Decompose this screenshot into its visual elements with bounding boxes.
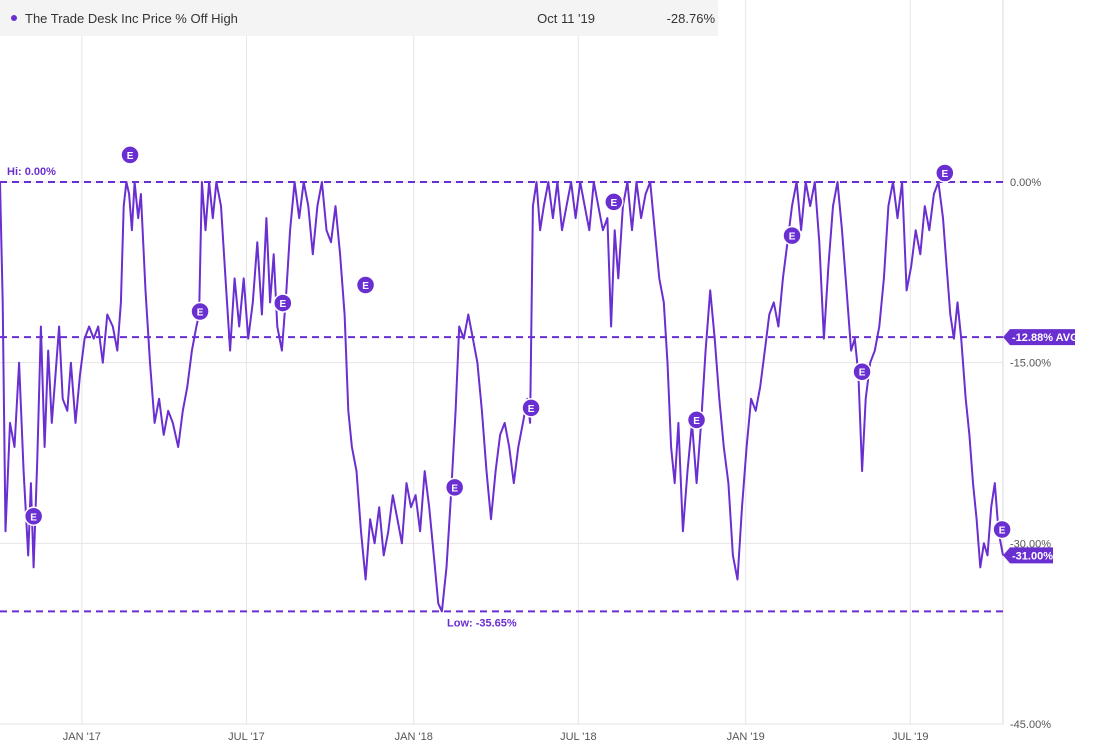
- x-tick-label: JUL '17: [228, 731, 265, 743]
- earnings-marker-circle[interactable]: [782, 225, 802, 246]
- y-tick-label: -45.00%: [1010, 719, 1051, 731]
- earnings-marker-label: E: [693, 416, 700, 427]
- high-reference-label: Hi: 0.00%: [7, 166, 56, 178]
- earnings-marker-circle[interactable]: [190, 301, 210, 322]
- earnings-marker-circle[interactable]: [355, 275, 376, 295]
- earnings-marker[interactable]: E: [604, 192, 624, 212]
- y-tick-label: 0.00%: [1010, 177, 1041, 189]
- earnings-marker[interactable]: E: [273, 293, 293, 313]
- reference-lines: [0, 181, 1003, 613]
- earnings-marker-circle[interactable]: [273, 293, 293, 313]
- earnings-marker-circle[interactable]: [604, 192, 624, 212]
- grid-lines: [0, 0, 1004, 725]
- x-tick-label: JAN '18: [395, 731, 433, 743]
- last-value-pill: [1003, 547, 1053, 564]
- earnings-marker-circle[interactable]: [852, 361, 872, 382]
- low-reference-label: Low: -35.65%: [447, 617, 517, 629]
- series-line-group: [0, 181, 1004, 613]
- x-tick-label: JAN '17: [63, 731, 101, 743]
- earnings-marker[interactable]: E: [23, 506, 44, 527]
- legend-value: -28.76%: [666, 10, 715, 26]
- earnings-marker-label: E: [362, 281, 369, 292]
- earnings-marker[interactable]: E: [782, 225, 802, 246]
- earnings-marker[interactable]: E: [521, 398, 541, 418]
- earnings-marker-label: E: [197, 308, 204, 319]
- earnings-marker-label: E: [127, 151, 134, 162]
- earnings-marker[interactable]: E: [935, 163, 955, 183]
- legend-series-name: The Trade Desk Inc Price % Off High: [25, 10, 238, 26]
- earnings-marker-circle[interactable]: [120, 145, 140, 165]
- legend-bar: The Trade Desk Inc Price % Off High Oct …: [0, 0, 718, 36]
- y-tick-label: -15.00%: [1010, 358, 1051, 370]
- earnings-marker[interactable]: E: [444, 477, 465, 498]
- earnings-marker[interactable]: E: [852, 361, 872, 382]
- earnings-marker-label: E: [941, 169, 948, 180]
- earnings-marker[interactable]: E: [190, 301, 210, 322]
- earnings-marker-label: E: [30, 512, 37, 523]
- earnings-marker-circle[interactable]: [521, 398, 541, 418]
- x-tick-label: JAN '19: [727, 731, 765, 743]
- x-tick-label: JUL '18: [560, 731, 597, 743]
- earnings-marker[interactable]: E: [992, 519, 1012, 540]
- earnings-marker-circle[interactable]: [992, 519, 1012, 540]
- avg-reference-label: -12.88% AVG: [1012, 332, 1079, 344]
- y-tick-label: -30.00%: [1010, 538, 1051, 550]
- last-value-label: -31.00%: [1012, 550, 1053, 562]
- series-dot-icon: [11, 15, 17, 21]
- earnings-marker-label: E: [999, 526, 1006, 537]
- earnings-marker[interactable]: E: [355, 275, 376, 295]
- earnings-marker-label: E: [610, 198, 617, 209]
- earnings-marker[interactable]: E: [686, 410, 707, 430]
- earnings-marker-circle[interactable]: [444, 477, 465, 498]
- series-line: [0, 181, 1004, 613]
- earnings-marker-label: E: [789, 232, 796, 243]
- legend-date: Oct 11 '19: [537, 10, 595, 26]
- earnings-marker[interactable]: E: [120, 145, 140, 165]
- earnings-marker-label: E: [859, 368, 866, 379]
- earnings-marker-label: E: [528, 404, 535, 415]
- earnings-marker-label: E: [451, 483, 458, 494]
- earnings-marker-label: E: [279, 299, 286, 310]
- earnings-marker-circle[interactable]: [935, 163, 955, 183]
- axis-labels: JAN '17 JUL '17 JAN '18 JUL '18 JAN '19 JUL '…: [7, 166, 1079, 743]
- earnings-marker-circle[interactable]: [23, 506, 44, 527]
- earnings-marker-circle[interactable]: [686, 410, 707, 430]
- x-tick-label: JUL '19: [892, 731, 929, 743]
- earnings-markers: E E E E E E E E E E E E E: [23, 145, 1012, 540]
- avg-value-pill: [1003, 329, 1075, 346]
